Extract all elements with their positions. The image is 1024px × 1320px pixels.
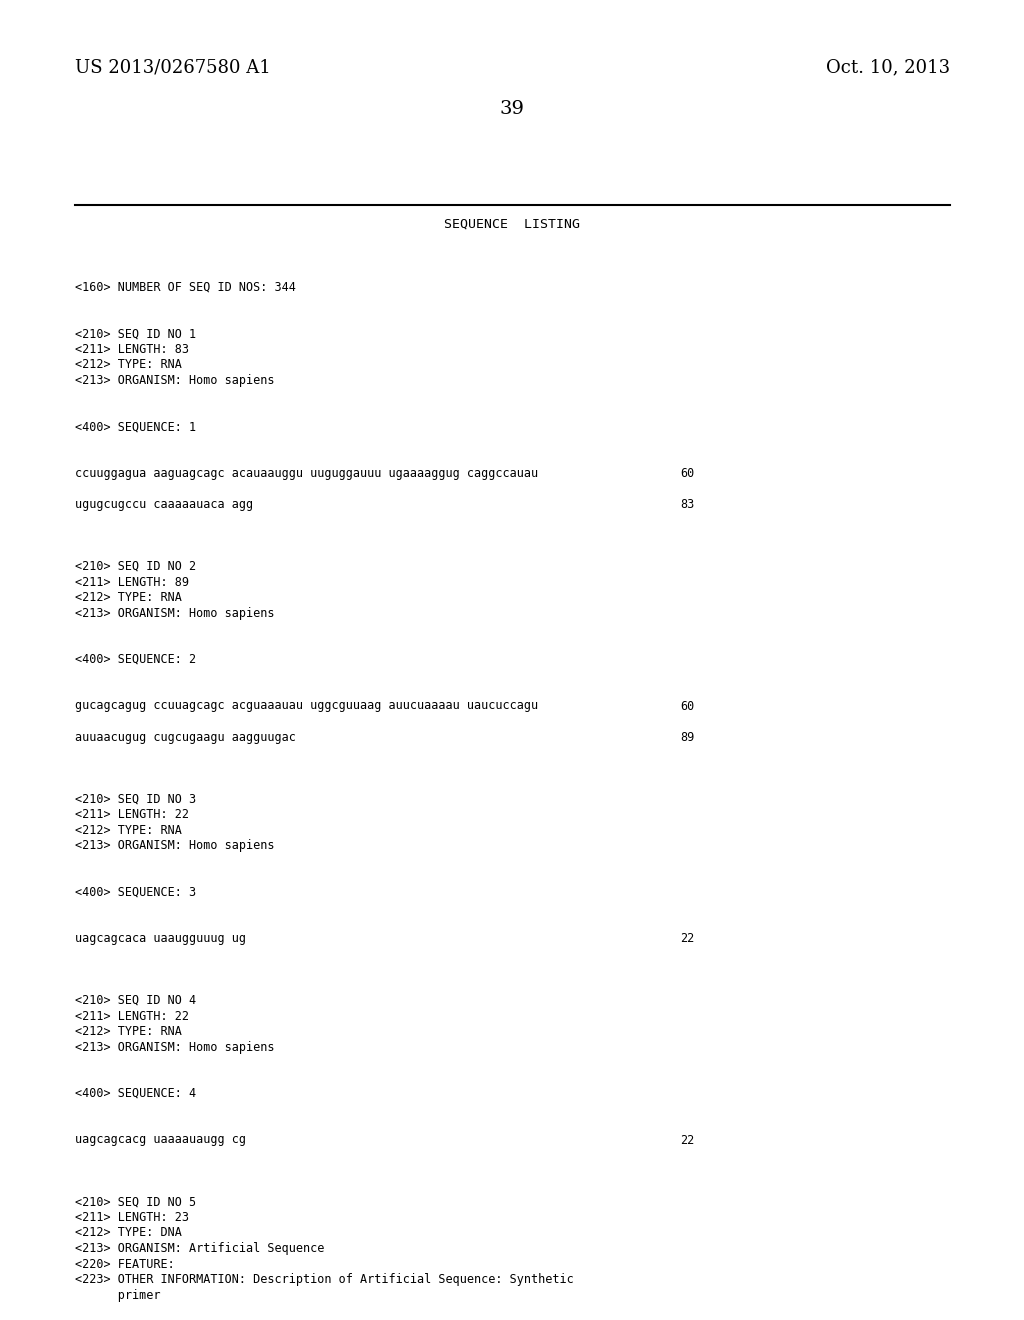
Text: <400> SEQUENCE: 3: <400> SEQUENCE: 3 — [75, 886, 197, 899]
Text: <213> ORGANISM: Homo sapiens: <213> ORGANISM: Homo sapiens — [75, 840, 274, 851]
Text: <400> SEQUENCE: 4: <400> SEQUENCE: 4 — [75, 1086, 197, 1100]
Text: <211> LENGTH: 22: <211> LENGTH: 22 — [75, 808, 189, 821]
Text: <212> TYPE: RNA: <212> TYPE: RNA — [75, 824, 182, 837]
Text: <213> ORGANISM: Homo sapiens: <213> ORGANISM: Homo sapiens — [75, 606, 274, 619]
Text: 83: 83 — [680, 498, 694, 511]
Text: <211> LENGTH: 83: <211> LENGTH: 83 — [75, 343, 189, 356]
Text: 89: 89 — [680, 730, 694, 743]
Text: auuaacugug cugcugaagu aagguugac: auuaacugug cugcugaagu aagguugac — [75, 730, 296, 743]
Text: <212> TYPE: RNA: <212> TYPE: RNA — [75, 591, 182, 605]
Text: <210> SEQ ID NO 5: <210> SEQ ID NO 5 — [75, 1196, 197, 1209]
Text: <212> TYPE: RNA: <212> TYPE: RNA — [75, 359, 182, 371]
Text: 39: 39 — [500, 100, 524, 117]
Text: <400> SEQUENCE: 2: <400> SEQUENCE: 2 — [75, 653, 197, 667]
Text: <212> TYPE: DNA: <212> TYPE: DNA — [75, 1226, 182, 1239]
Text: <223> OTHER INFORMATION: Description of Artificial Sequence: Synthetic: <223> OTHER INFORMATION: Description of … — [75, 1272, 573, 1286]
Text: gucagcagug ccuuagcagc acguaaauau uggcguuaag auucuaaaau uaucuccagu: gucagcagug ccuuagcagc acguaaauau uggcguu… — [75, 700, 539, 713]
Text: 22: 22 — [680, 1134, 694, 1147]
Text: <213> ORGANISM: Homo sapiens: <213> ORGANISM: Homo sapiens — [75, 1040, 274, 1053]
Text: <211> LENGTH: 23: <211> LENGTH: 23 — [75, 1210, 189, 1224]
Text: <400> SEQUENCE: 1: <400> SEQUENCE: 1 — [75, 421, 197, 433]
Text: <212> TYPE: RNA: <212> TYPE: RNA — [75, 1026, 182, 1038]
Text: uagcagcacg uaaaauaugg cg: uagcagcacg uaaaauaugg cg — [75, 1134, 246, 1147]
Text: 60: 60 — [680, 700, 694, 713]
Text: 22: 22 — [680, 932, 694, 945]
Text: 60: 60 — [680, 467, 694, 480]
Text: Oct. 10, 2013: Oct. 10, 2013 — [826, 58, 950, 77]
Text: SEQUENCE  LISTING: SEQUENCE LISTING — [444, 218, 580, 231]
Text: US 2013/0267580 A1: US 2013/0267580 A1 — [75, 58, 270, 77]
Text: <210> SEQ ID NO 1: <210> SEQ ID NO 1 — [75, 327, 197, 341]
Text: <211> LENGTH: 22: <211> LENGTH: 22 — [75, 1010, 189, 1023]
Text: <220> FEATURE:: <220> FEATURE: — [75, 1258, 175, 1270]
Text: ccuuggagua aaguagcagc acauaauggu uuguggauuu ugaaaaggug caggccauau: ccuuggagua aaguagcagc acauaauggu uugugga… — [75, 467, 539, 480]
Text: <211> LENGTH: 89: <211> LENGTH: 89 — [75, 576, 189, 589]
Text: <210> SEQ ID NO 3: <210> SEQ ID NO 3 — [75, 792, 197, 805]
Text: ugugcugccu caaaaauaca agg: ugugcugccu caaaaauaca agg — [75, 498, 253, 511]
Text: uagcagcaca uaaugguuug ug: uagcagcaca uaaugguuug ug — [75, 932, 246, 945]
Text: <210> SEQ ID NO 2: <210> SEQ ID NO 2 — [75, 560, 197, 573]
Text: <160> NUMBER OF SEQ ID NOS: 344: <160> NUMBER OF SEQ ID NOS: 344 — [75, 281, 296, 294]
Text: <213> ORGANISM: Homo sapiens: <213> ORGANISM: Homo sapiens — [75, 374, 274, 387]
Text: primer: primer — [75, 1288, 161, 1302]
Text: <213> ORGANISM: Artificial Sequence: <213> ORGANISM: Artificial Sequence — [75, 1242, 325, 1255]
Text: <210> SEQ ID NO 4: <210> SEQ ID NO 4 — [75, 994, 197, 1007]
